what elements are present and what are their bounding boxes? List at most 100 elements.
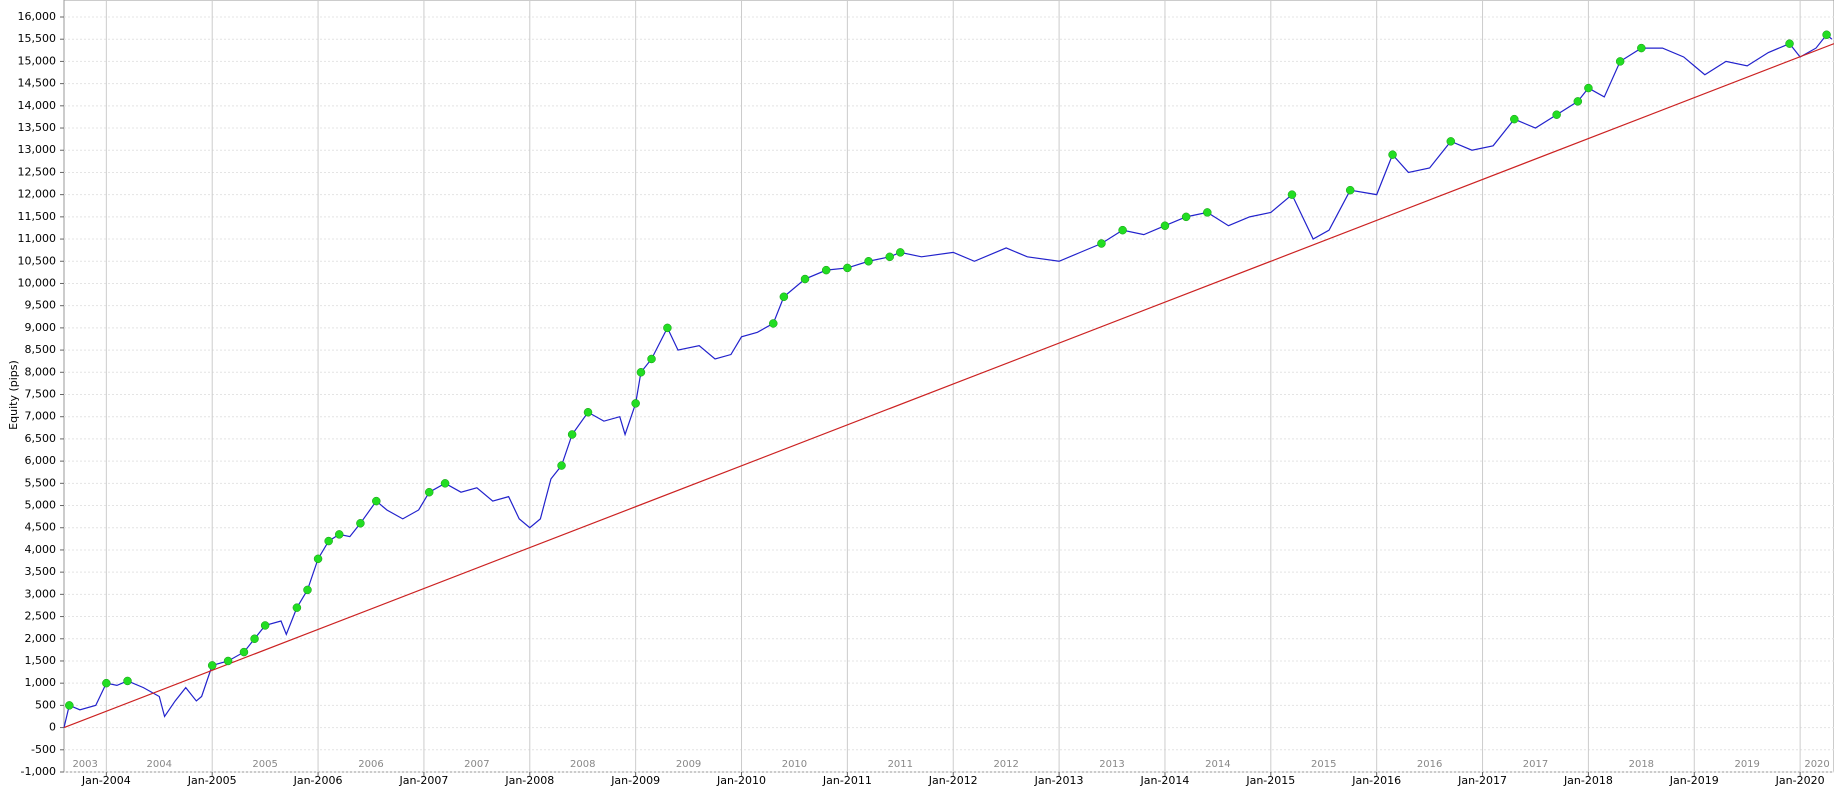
new-high-marker bbox=[65, 701, 74, 710]
year-label: 2010 bbox=[782, 759, 807, 770]
new-high-marker bbox=[324, 536, 333, 546]
x-tick-label: Jan-2019 bbox=[1669, 774, 1719, 786]
new-high-marker bbox=[372, 496, 381, 506]
year-label: 2016 bbox=[1417, 759, 1442, 770]
x-tick-label: Jan-2008 bbox=[504, 774, 554, 786]
new-high-marker bbox=[896, 248, 905, 257]
y-tick-label: 10,500 bbox=[18, 254, 57, 267]
year-label: 2011 bbox=[888, 759, 913, 770]
y-tick-label: 10,000 bbox=[18, 276, 57, 289]
y-tick-label: 13,000 bbox=[18, 143, 57, 156]
new-high-marker bbox=[440, 479, 450, 488]
year-label: 2007 bbox=[464, 759, 489, 770]
series-line bbox=[63, 43, 1834, 729]
y-tick-label: 5,000 bbox=[25, 499, 57, 512]
new-high-marker bbox=[821, 265, 831, 275]
year-label: 2012 bbox=[993, 759, 1018, 770]
y-tick-label: 12,500 bbox=[18, 165, 57, 178]
y-tick-label: 11,500 bbox=[18, 210, 57, 223]
x-tick-label: Jan-2012 bbox=[928, 774, 978, 786]
new-high-marker bbox=[1345, 185, 1355, 195]
new-high-marker bbox=[207, 661, 217, 670]
new-high-marker bbox=[769, 319, 778, 328]
year-label: 2004 bbox=[147, 759, 172, 770]
y-tick-label: 6,500 bbox=[25, 432, 57, 445]
new-high-marker bbox=[1584, 83, 1593, 93]
y-tick-label: -1,000 bbox=[21, 765, 56, 778]
new-high-marker bbox=[1287, 190, 1297, 199]
x-tick-label: Jan-2011 bbox=[822, 774, 872, 786]
y-tick-label: 8,000 bbox=[25, 365, 57, 378]
y-tick-label: 15,500 bbox=[18, 32, 57, 45]
x-tick-label: Jan-2014 bbox=[1139, 774, 1189, 786]
new-high-marker bbox=[1510, 114, 1519, 124]
new-high-marker bbox=[647, 354, 656, 364]
year-label: 2013 bbox=[1099, 759, 1124, 770]
new-high-marker bbox=[1446, 137, 1456, 146]
x-tick-label: Jan-2018 bbox=[1563, 774, 1613, 786]
y-tick-label: 16,000 bbox=[18, 10, 57, 23]
y-tick-label: 4,500 bbox=[25, 521, 57, 534]
new-high-marker bbox=[334, 530, 344, 539]
y-tick-label: 2,000 bbox=[25, 632, 57, 645]
y-tick-label: 11,000 bbox=[18, 232, 57, 245]
year-label: 2005 bbox=[252, 759, 277, 770]
y-tick-label: 5,500 bbox=[25, 476, 57, 489]
x-tick-label: Jan-2020 bbox=[1775, 774, 1825, 786]
y-tick-label: 3,000 bbox=[25, 587, 57, 600]
new-high-marker bbox=[223, 656, 233, 666]
new-high-marker bbox=[356, 519, 365, 528]
new-high-marker bbox=[260, 621, 270, 630]
new-high-marker bbox=[1785, 39, 1794, 48]
new-high-marker bbox=[1118, 225, 1127, 235]
y-tick-label: 14,000 bbox=[18, 99, 57, 112]
new-high-marker bbox=[102, 678, 111, 688]
x-tick-label: Jan-2004 bbox=[81, 774, 131, 786]
new-high-marker bbox=[1615, 57, 1625, 66]
x-tick-label: Jan-2016 bbox=[1351, 774, 1401, 786]
y-tick-label: 9,500 bbox=[25, 299, 57, 312]
y-tick-label: 12,000 bbox=[18, 188, 57, 201]
new-high-marker bbox=[250, 634, 259, 644]
x-tick-label: Jan-2009 bbox=[610, 774, 660, 786]
new-high-marker bbox=[1637, 43, 1646, 53]
year-label: 2019 bbox=[1734, 759, 1759, 770]
y-tick-label: 13,500 bbox=[18, 121, 57, 134]
new-high-marker bbox=[885, 252, 894, 262]
new-high-marker bbox=[239, 647, 249, 657]
new-high-marker bbox=[1573, 97, 1583, 106]
new-high-marker bbox=[567, 430, 577, 439]
new-high-marker bbox=[800, 274, 810, 284]
x-tick-label: Jan-2007 bbox=[398, 774, 448, 786]
new-high-marker bbox=[864, 257, 873, 266]
new-high-marker bbox=[313, 554, 323, 564]
new-high-marker bbox=[1388, 150, 1397, 159]
y-tick-label: 500 bbox=[35, 698, 56, 711]
new-high-marker bbox=[1822, 30, 1831, 40]
new-high-marker bbox=[1160, 221, 1170, 230]
new-high-marker bbox=[843, 263, 852, 273]
y-tick-label: 1,000 bbox=[25, 676, 57, 689]
y-tick-label: 8,500 bbox=[25, 343, 57, 356]
new-high-marker bbox=[424, 487, 434, 497]
new-high-marker bbox=[557, 461, 566, 470]
y-tick-label: 15,000 bbox=[18, 54, 57, 67]
y-tick-label: 6,000 bbox=[25, 454, 57, 467]
y-tick-label: 2,500 bbox=[25, 610, 57, 623]
x-tick-label: Jan-2013 bbox=[1034, 774, 1084, 786]
y-axis-label: Equity (pips) bbox=[7, 360, 20, 430]
new-high-marker bbox=[123, 676, 132, 686]
new-high-marker bbox=[779, 292, 789, 302]
year-label: 2006 bbox=[358, 759, 383, 770]
x-tick-label: Jan-2006 bbox=[293, 774, 343, 786]
new-high-marker bbox=[631, 399, 640, 408]
new-high-marker bbox=[636, 368, 646, 377]
y-tick-label: 1,500 bbox=[25, 654, 57, 667]
new-high-marker bbox=[292, 603, 302, 612]
year-label: 2009 bbox=[676, 759, 701, 770]
year-label: 2020 bbox=[1804, 759, 1829, 770]
y-tick-label: 9,000 bbox=[25, 321, 57, 334]
year-label: 2017 bbox=[1523, 759, 1548, 770]
new-high-marker bbox=[663, 323, 672, 333]
